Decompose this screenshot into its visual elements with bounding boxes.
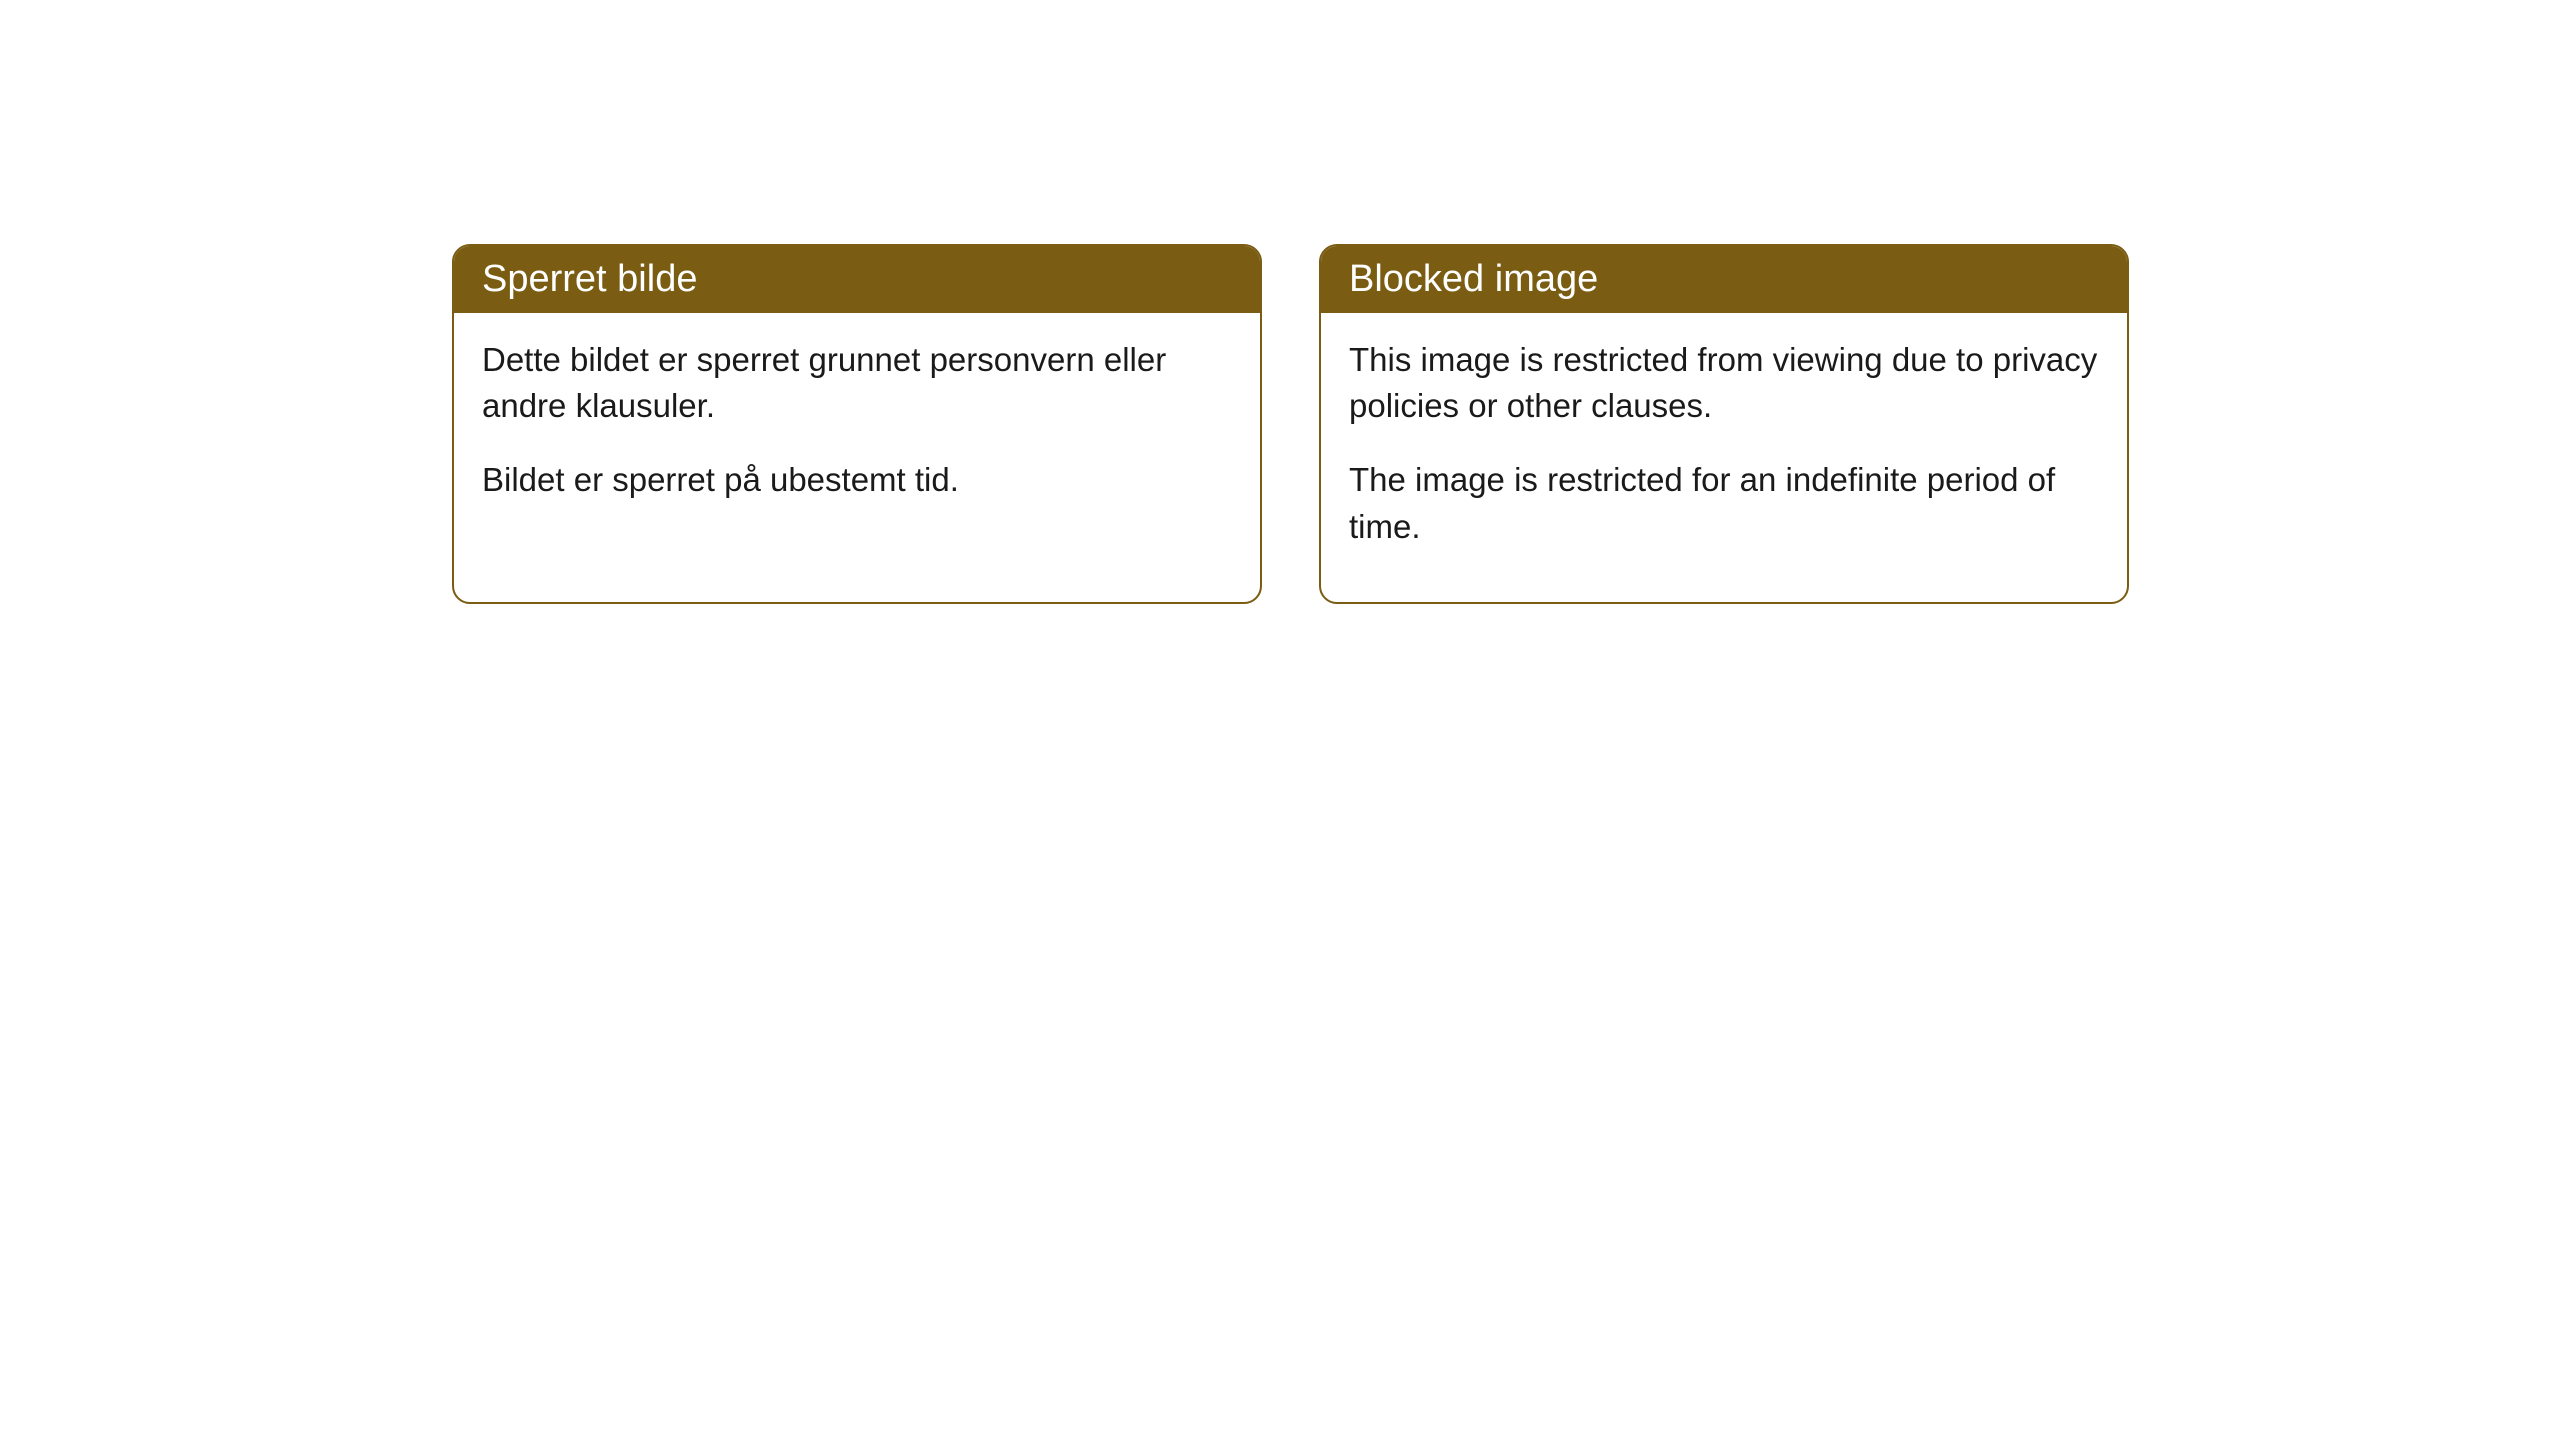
card-header-no: Sperret bilde xyxy=(454,246,1260,313)
blocked-image-card-no: Sperret bilde Dette bildet er sperret gr… xyxy=(452,244,1262,604)
card-body-text-no-2: Bildet er sperret på ubestemt tid. xyxy=(482,457,1232,503)
card-body-text-en-2: The image is restricted for an indefinit… xyxy=(1349,457,2099,549)
card-body-no: Dette bildet er sperret grunnet personve… xyxy=(454,313,1260,556)
card-body-text-no-1: Dette bildet er sperret grunnet personve… xyxy=(482,337,1232,429)
blocked-image-card-en: Blocked image This image is restricted f… xyxy=(1319,244,2129,604)
card-body-en: This image is restricted from viewing du… xyxy=(1321,313,2127,602)
card-header-en: Blocked image xyxy=(1321,246,2127,313)
notice-container: Sperret bilde Dette bildet er sperret gr… xyxy=(0,0,2560,604)
card-body-text-en-1: This image is restricted from viewing du… xyxy=(1349,337,2099,429)
